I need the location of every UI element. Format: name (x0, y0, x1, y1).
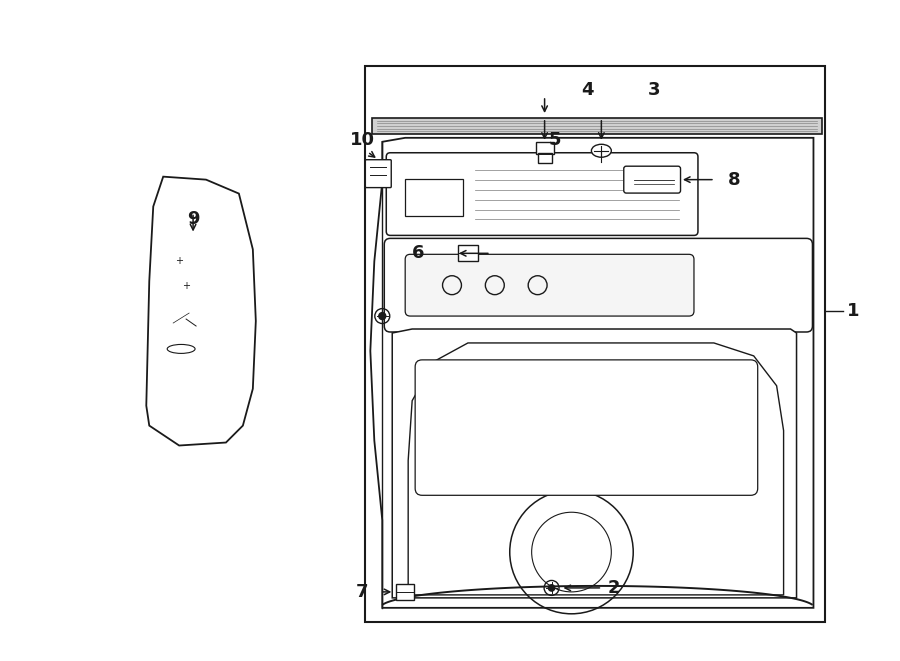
Polygon shape (147, 176, 256, 446)
Text: 5: 5 (548, 131, 561, 149)
PathPatch shape (392, 329, 796, 598)
Bar (458, 245, 478, 261)
Text: 10: 10 (350, 131, 375, 149)
Text: 9: 9 (187, 210, 199, 229)
Bar (365, 66, 825, 622)
Text: 3: 3 (648, 81, 661, 99)
Ellipse shape (167, 344, 195, 354)
FancyBboxPatch shape (384, 239, 813, 332)
Circle shape (379, 313, 386, 319)
Text: +: + (176, 256, 183, 266)
Bar (396, 584, 414, 600)
FancyBboxPatch shape (386, 153, 698, 235)
Text: 1: 1 (847, 302, 860, 320)
Ellipse shape (591, 144, 611, 157)
Text: +: + (182, 281, 190, 292)
Bar (536, 142, 554, 154)
Circle shape (548, 585, 554, 591)
Bar (373, 118, 823, 134)
PathPatch shape (409, 343, 784, 595)
Bar (537, 153, 552, 163)
FancyBboxPatch shape (624, 166, 680, 193)
Bar (405, 178, 463, 217)
Text: 2: 2 (608, 579, 621, 597)
Text: 8: 8 (727, 171, 740, 188)
FancyBboxPatch shape (405, 254, 694, 316)
FancyBboxPatch shape (415, 360, 758, 495)
PathPatch shape (370, 137, 814, 608)
Text: 7: 7 (356, 583, 369, 601)
FancyBboxPatch shape (365, 160, 392, 188)
Text: 6: 6 (412, 245, 425, 262)
Text: 4: 4 (581, 81, 594, 99)
